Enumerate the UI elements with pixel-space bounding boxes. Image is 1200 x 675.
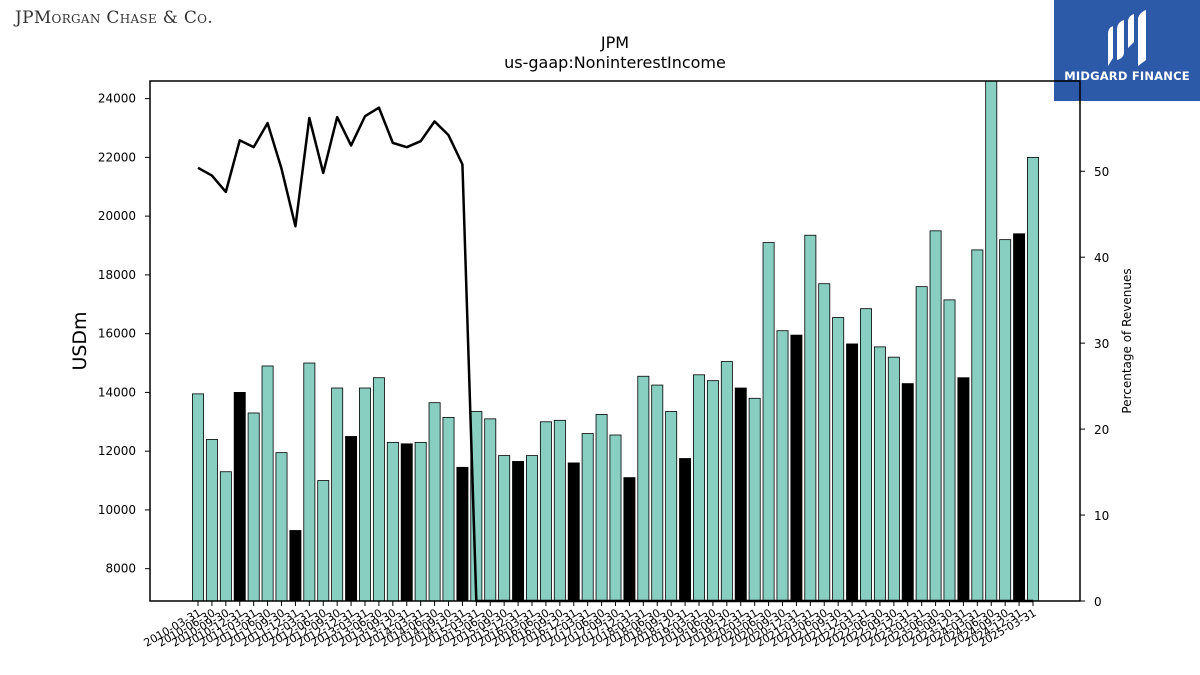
bar: [776, 330, 789, 602]
bar: [553, 419, 566, 602]
bar: [901, 383, 914, 602]
bar: [303, 362, 316, 602]
bar: [832, 317, 845, 602]
axes: 8000 10000 12000 14000 16000 18000 20000 22000 2…: [98, 80, 1109, 650]
y2-tick-label: 0: [1094, 595, 1102, 609]
bar: [943, 299, 956, 602]
bar: [637, 375, 650, 602]
bar: [428, 402, 441, 602]
bar: [679, 458, 692, 602]
bar: [595, 414, 608, 602]
bar: [289, 530, 302, 602]
y-axis-label: USDm: [69, 311, 91, 370]
bar: [526, 455, 538, 602]
bar: [1013, 233, 1026, 602]
y2-tick-label: 40: [1094, 251, 1109, 265]
bar: [581, 433, 594, 602]
bar: [999, 239, 1012, 602]
bar: [498, 455, 511, 602]
y-tick-label: 22000: [98, 150, 136, 164]
bar: [372, 377, 385, 602]
y2-tick-label: 20: [1094, 423, 1109, 437]
bar: [693, 374, 705, 602]
bar: [651, 384, 664, 602]
bar: [442, 416, 455, 602]
bar: [414, 441, 427, 602]
bar: [790, 334, 803, 602]
midgard-mark-icon: [1108, 10, 1146, 66]
bar: [860, 308, 872, 602]
y2-axis-label: Percentage of Revenues: [1120, 268, 1134, 413]
y-tick-label: 10000: [98, 503, 136, 517]
chart-title: JPM: [600, 33, 629, 52]
bar: [887, 356, 900, 602]
midgard-finance-logo: MIDGARD FINANCE: [1054, 0, 1200, 101]
bar: [929, 230, 942, 602]
bar: [359, 387, 371, 602]
bar: [706, 380, 719, 602]
bar: [873, 346, 886, 602]
y2-tick-label: 10: [1094, 509, 1109, 523]
y2-tick-label: 30: [1094, 337, 1109, 351]
y-tick-label: 8000: [105, 562, 136, 576]
chart-subtitle: us-gaap:NoninterestIncome: [504, 53, 726, 72]
bar: [400, 443, 413, 602]
bar: [971, 249, 984, 602]
y-tick-label: 20000: [98, 209, 136, 223]
bar: [985, 80, 998, 602]
jpmorgan-logo: JPMorgan Chase & Co.: [15, 8, 213, 28]
bar: [567, 462, 580, 602]
bar: [804, 234, 817, 602]
bar: [623, 477, 636, 602]
bar: [609, 434, 622, 602]
bar: [261, 365, 274, 602]
bar: [317, 480, 330, 602]
bar: [665, 411, 678, 602]
y-tick-label: 12000: [98, 444, 136, 458]
y-tick-label: 14000: [98, 385, 136, 399]
y-tick-label: 16000: [98, 327, 136, 341]
bar: [247, 412, 260, 602]
bar: [456, 466, 469, 602]
bar: [192, 393, 204, 602]
bar: [539, 421, 552, 602]
bar: [233, 392, 246, 602]
bar: [484, 418, 497, 602]
bar: [331, 387, 344, 602]
y-tick-label: 18000: [98, 268, 136, 282]
bar: [1027, 156, 1039, 602]
bar: [205, 439, 218, 602]
bar: [762, 242, 775, 602]
bar: [957, 377, 970, 602]
bar: [720, 361, 733, 602]
bar: [818, 283, 831, 602]
bar: [219, 471, 232, 602]
bar: [915, 286, 928, 602]
bar: [846, 343, 859, 602]
bar: [512, 461, 525, 602]
y2-tick-label: 50: [1094, 165, 1109, 179]
bar: [386, 441, 399, 602]
bar: [734, 387, 747, 602]
bar: [748, 397, 761, 602]
y-tick-label: 24000: [98, 92, 136, 106]
bar: [275, 452, 288, 602]
bar: [345, 436, 358, 602]
midgard-brand-text: MIDGARD FINANCE: [1064, 69, 1190, 83]
